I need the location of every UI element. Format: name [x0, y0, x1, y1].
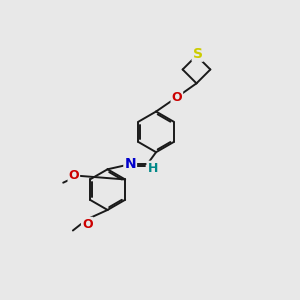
- Text: S: S: [193, 47, 202, 61]
- Text: N: N: [124, 157, 136, 171]
- Text: O: O: [68, 169, 79, 182]
- Text: H: H: [147, 162, 158, 175]
- Text: O: O: [82, 218, 92, 231]
- Text: O: O: [172, 91, 182, 104]
